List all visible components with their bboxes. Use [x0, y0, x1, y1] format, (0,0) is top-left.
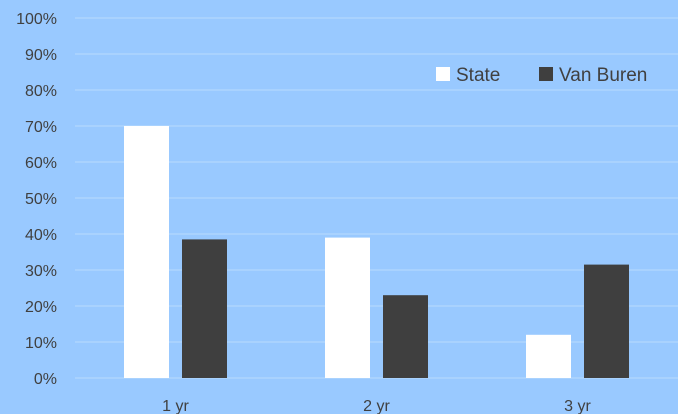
legend-label-state: State [456, 65, 500, 86]
x-tick-label: 3 yr [564, 398, 591, 414]
bar-van-buren [584, 264, 629, 378]
x-tick-label: 2 yr [363, 398, 390, 414]
y-tick-label: 90% [25, 47, 57, 64]
bar-state [124, 126, 169, 378]
legend-swatch-van-buren [539, 67, 553, 81]
y-tick-label: 40% [25, 227, 57, 244]
y-tick-label: 60% [25, 155, 57, 172]
x-axis-ticks: 1 yr 2 yr 3 yr [162, 398, 591, 414]
y-tick-label: 100% [16, 11, 57, 28]
y-tick-label: 80% [25, 83, 57, 100]
gridlines [75, 17, 678, 379]
legend: State Van Buren [436, 65, 647, 86]
y-axis-ticks: 0% 10% 20% 30% 40% 50% 60% 70% 80% 90% 100% [16, 11, 57, 388]
legend-label-van-buren: Van Buren [559, 65, 647, 86]
bar-state [325, 237, 370, 378]
y-tick-label: 70% [25, 119, 57, 136]
y-tick-label: 30% [25, 263, 57, 280]
bar-state [526, 334, 571, 378]
legend-swatch-state [436, 67, 450, 81]
bars [124, 126, 629, 378]
y-tick-label: 10% [25, 335, 57, 352]
y-tick-label: 20% [25, 299, 57, 316]
bar-van-buren [182, 239, 227, 378]
bar-van-buren [383, 295, 428, 378]
y-tick-label: 0% [34, 371, 57, 388]
y-tick-label: 50% [25, 191, 57, 208]
x-tick-label: 1 yr [162, 398, 189, 414]
